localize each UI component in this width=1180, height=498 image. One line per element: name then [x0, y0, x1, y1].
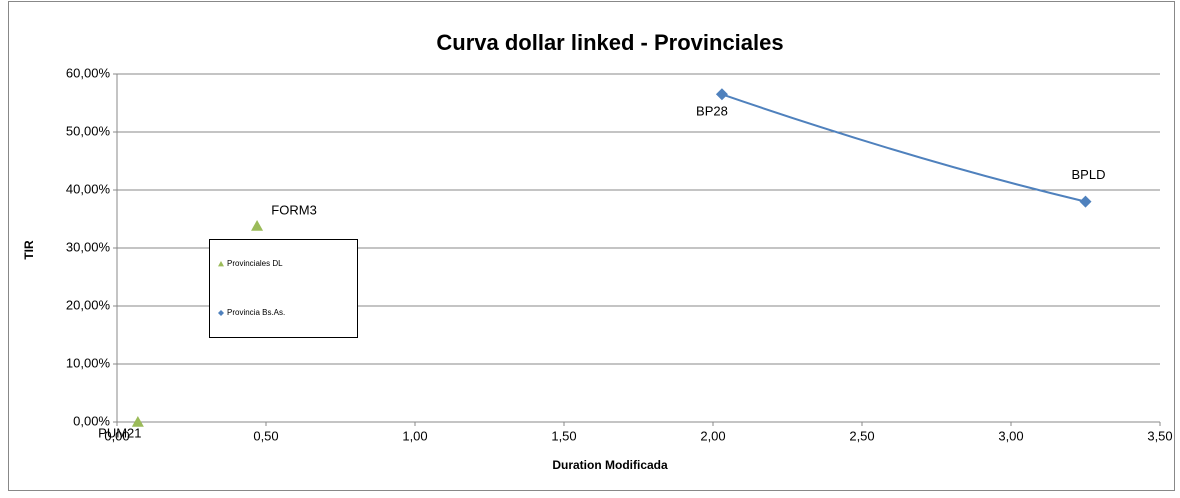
x-axis-label: Duration Modificada	[552, 458, 668, 472]
legend-label: Provinciales DL	[227, 259, 283, 268]
triangle-marker	[131, 416, 144, 427]
legend-box	[209, 239, 358, 338]
x-tick-label: 3,00	[998, 428, 1023, 443]
y-tick-label: 20,00%	[66, 297, 111, 312]
triangle-marker	[251, 219, 264, 231]
triangle-marker	[218, 261, 224, 267]
y-tick-label: 0,00%	[73, 413, 110, 428]
diamond-marker	[218, 310, 224, 316]
chart-title: Curva dollar linked - Provinciales	[436, 30, 783, 55]
y-axis-label: TIR	[22, 240, 36, 260]
x-tick-label: 0,50	[253, 428, 278, 443]
point-label: BP28	[696, 104, 728, 119]
diamond-marker	[715, 88, 728, 101]
series-line	[721, 93, 1086, 203]
diamond-marker	[1079, 195, 1092, 208]
y-tick-label: 30,00%	[66, 239, 111, 254]
x-tick-label: 1,00	[402, 428, 427, 443]
x-tick-label: 2,00	[700, 428, 725, 443]
y-tick-label: 50,00%	[66, 123, 111, 138]
point-label: PUM21	[98, 425, 141, 440]
y-tick-label: 10,00%	[66, 355, 111, 370]
x-tick-label: 0,00	[104, 428, 129, 443]
x-tick-label: 3,50	[1147, 428, 1172, 443]
y-tick-label: 60,00%	[66, 65, 111, 80]
legend-label: Provincia Bs.As.	[227, 308, 285, 317]
chart-frame	[8, 1, 1175, 491]
x-tick-label: 2,50	[849, 428, 874, 443]
point-label: FORM3	[271, 202, 317, 217]
y-tick-label: 40,00%	[66, 181, 111, 196]
point-label: BPLD	[1072, 167, 1106, 182]
x-tick-label: 1,50	[551, 428, 576, 443]
